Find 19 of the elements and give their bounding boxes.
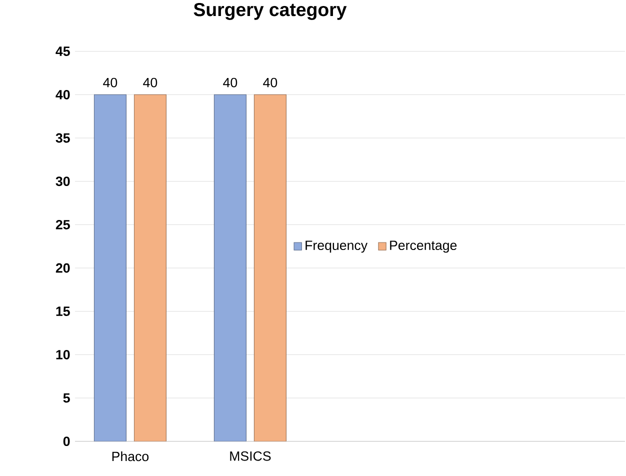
legend-label: Percentage [390,240,457,253]
y-tick-label: 25 [56,220,70,230]
y-tick-label: 15 [56,306,70,316]
data-label: 40 [223,78,238,88]
y-tick-label: 0 [63,436,70,446]
chart-title: Surgery category [194,2,347,20]
y-tick-label: 45 [56,46,70,56]
data-label: 40 [103,78,118,88]
y-tick-label: 10 [56,350,70,360]
legend-label: Frequency [306,240,368,253]
x-tick-label: MSICS [230,451,271,461]
y-tick-label: 5 [63,393,70,403]
y-tick-label: 40 [56,90,70,100]
y-tick-label: 30 [56,176,70,186]
data-label: 40 [143,78,158,88]
x-tick-label: Phaco [112,451,149,462]
y-tick-label: 20 [56,263,70,273]
data-label: 40 [263,78,278,88]
y-tick-label: 35 [56,133,70,143]
